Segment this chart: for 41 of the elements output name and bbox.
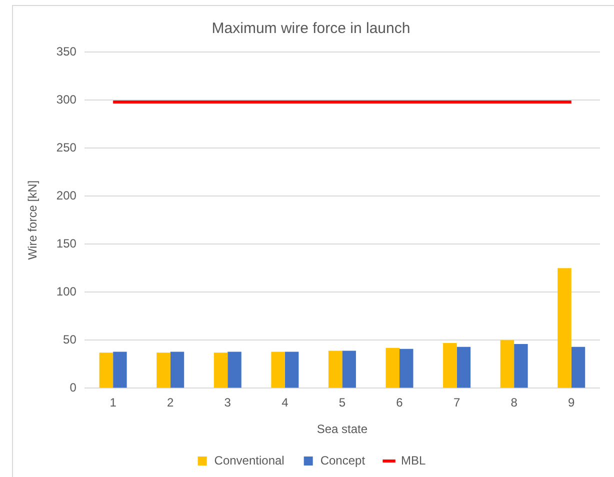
x-tick-label: 5	[338, 396, 346, 410]
legend-label: MBL	[401, 453, 426, 468]
bar	[228, 352, 242, 388]
bar	[284, 352, 299, 388]
y-tick-label: 200	[56, 188, 77, 202]
x-axis-title: Sea state	[316, 422, 368, 436]
legend-label: Concept	[320, 453, 366, 468]
y-tick-label: 50	[63, 332, 77, 346]
legend-label: Conventional	[214, 453, 284, 468]
x-tick-label: 1	[110, 396, 117, 410]
x-tick-label: 7	[453, 396, 460, 410]
y-tick-label: 350	[56, 44, 77, 58]
bar	[386, 348, 400, 388]
y-tick-label: 0	[70, 380, 77, 395]
x-tick-label: 8	[510, 396, 518, 410]
x-tick-label: 4	[282, 396, 289, 410]
bar	[342, 350, 356, 388]
bar	[500, 340, 514, 388]
x-tick-label: 6	[396, 396, 404, 410]
y-tick-label: 250	[56, 140, 77, 154]
bar	[514, 344, 528, 388]
x-tick-label: 2	[167, 396, 174, 410]
bar	[99, 352, 114, 388]
y-tick-label: 150	[56, 236, 77, 250]
bar	[558, 268, 572, 388]
y-axis-title: Wire force [kN]	[26, 180, 40, 260]
y-tick-label: 100	[56, 284, 77, 298]
bar	[571, 346, 586, 388]
x-tick-label: 3	[224, 396, 232, 410]
bar	[214, 352, 228, 388]
bar	[113, 352, 127, 388]
bar	[170, 352, 184, 388]
bar	[156, 352, 170, 388]
bar	[456, 346, 471, 388]
bar	[271, 352, 285, 388]
x-tick-label: 9	[568, 396, 576, 410]
bar	[443, 343, 457, 388]
chart-title: Maximum wire force in launch	[212, 20, 410, 38]
bar	[328, 350, 342, 388]
bar	[399, 348, 414, 388]
y-tick-label: 300	[56, 92, 77, 106]
